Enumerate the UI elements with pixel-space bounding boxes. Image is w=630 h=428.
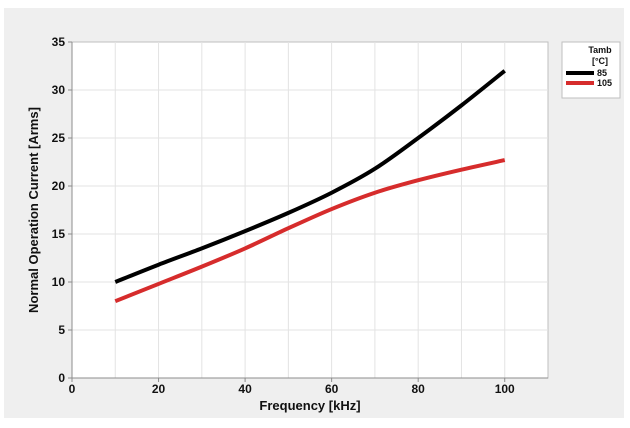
x-tick-labels: 0 20 40 60 80 100 <box>69 382 515 396</box>
legend-box <box>561 41 621 99</box>
x-tick-label: 80 <box>412 382 426 396</box>
y-tick-label: 25 <box>52 131 66 145</box>
legend-label-105: 105 <box>597 78 612 88</box>
grid-lines <box>72 42 548 378</box>
y-tick-label: 35 <box>52 35 66 49</box>
legend-title-line-1: Tamb <box>588 45 612 55</box>
axes <box>68 41 548 382</box>
x-tick-label: 40 <box>238 382 252 396</box>
series-line-105 <box>114 158 506 304</box>
series-lines <box>114 69 506 304</box>
y-tick-label: 0 <box>58 371 65 385</box>
y-tick-label: 20 <box>52 179 66 193</box>
x-tick-label: 20 <box>152 382 166 396</box>
series-line-85 <box>114 69 506 284</box>
y-tick-label: 15 <box>52 227 66 241</box>
x-tick-label: 100 <box>495 382 515 396</box>
legend-title-line-2: [°C] <box>592 56 608 66</box>
y-tick-labels: 0 5 10 15 20 25 30 35 <box>52 35 66 385</box>
y-tick-label: 30 <box>52 83 66 97</box>
y-axis-title: Normal Operation Current [Arms] <box>26 107 41 313</box>
legend-label-85: 85 <box>597 68 607 78</box>
y-tick-label: 10 <box>52 275 66 289</box>
y-tick-label: 5 <box>58 323 65 337</box>
x-tick-label: 0 <box>69 382 76 396</box>
x-axis-title: Frequency [kHz] <box>259 398 360 413</box>
x-tick-label: 60 <box>325 382 339 396</box>
